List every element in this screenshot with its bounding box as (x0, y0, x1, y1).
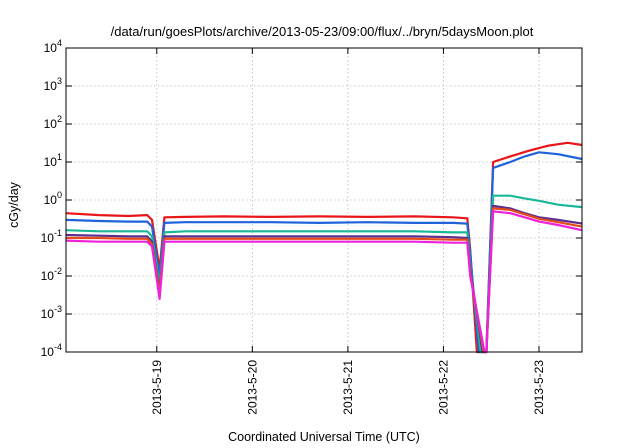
y-tick-label: 102 (44, 114, 62, 131)
series-line-6 (65, 210, 583, 354)
x-tick-label: 2013-5-19 (150, 360, 164, 415)
y-tick-label: 10-4 (41, 342, 62, 359)
chart-title: /data/run/goesPlots/archive/2013-05-23/0… (111, 24, 534, 39)
y-tick-label: 101 (44, 152, 62, 169)
x-tick-label: 2013-5-23 (532, 360, 546, 415)
y-tick-label: 10-1 (41, 228, 62, 245)
series-line-1 (65, 141, 583, 354)
x-axis-title: Coordinated Universal Time (UTC) (228, 430, 420, 444)
series-line-4 (65, 204, 583, 354)
plot-frame (65, 47, 583, 353)
x-tick-label: 2013-5-22 (436, 360, 450, 415)
series-line-5 (66, 207, 583, 354)
series-line-2 (65, 151, 583, 354)
x-tick-label: 2013-5-20 (245, 360, 259, 415)
y-tick-label: 104 (44, 38, 62, 55)
series-layer (65, 141, 583, 354)
grid-layer (66, 47, 582, 353)
y-tick-label: 10-3 (41, 304, 62, 321)
y-tick-label: 103 (44, 76, 62, 93)
y-tick-label: 100 (44, 190, 62, 207)
x-tick-label: 2013-5-21 (341, 360, 355, 415)
x-tick-labels: 2013-5-19 2013-5-20 2013-5-21 2013-5-22 2013… (150, 360, 546, 415)
y-tick-labels: 10-4 10-3 10-2 10-1 100 101 102 103 104 (41, 38, 62, 359)
series-line-3 (65, 194, 583, 354)
y-tick-label: 10-2 (41, 266, 62, 283)
y-axis-title: cGy/day (7, 181, 21, 228)
